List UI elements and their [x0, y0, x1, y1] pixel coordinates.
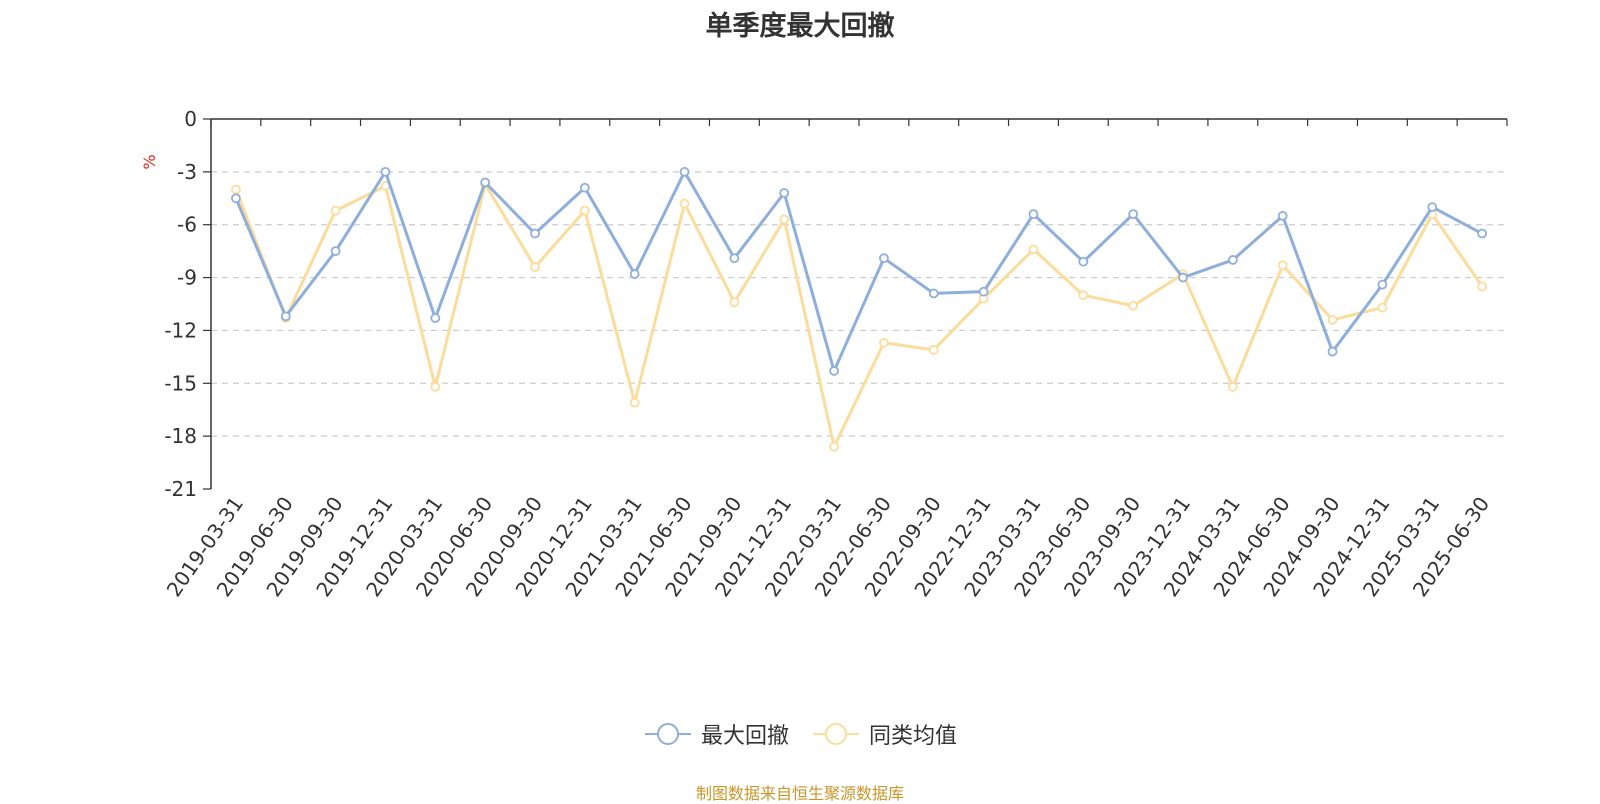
legend-item-0[interactable]: 最大回撤	[643, 718, 789, 750]
y-tick-label: -15	[164, 371, 197, 395]
source-note: 制图数据来自恒生聚源数据库	[695, 784, 904, 803]
data-point	[829, 366, 839, 376]
legend-swatch	[813, 723, 859, 745]
data-point	[779, 214, 790, 225]
data-point	[1078, 256, 1089, 267]
data-point	[430, 313, 441, 323]
data-point	[1277, 260, 1288, 271]
data-point	[928, 288, 939, 299]
legend-item-1[interactable]: 同类均值	[811, 718, 957, 750]
data-point	[629, 269, 640, 279]
data-point	[231, 184, 241, 195]
data-point	[1377, 279, 1388, 290]
gridlines	[211, 171, 1507, 437]
data-point	[779, 188, 790, 198]
data-point	[380, 166, 391, 177]
data-point	[231, 193, 241, 204]
data-point	[430, 381, 441, 392]
y-tick-label: -12	[164, 318, 197, 342]
data-point	[1327, 314, 1338, 325]
data-point	[1477, 228, 1487, 239]
data-point	[330, 246, 341, 257]
data-point	[1178, 272, 1188, 283]
data-point	[330, 205, 341, 216]
data-point	[1427, 202, 1438, 212]
legend: 最大回撤 同类均值	[0, 718, 1600, 750]
data-point	[1028, 244, 1039, 255]
y-axis-unit-label: %	[140, 154, 159, 169]
y-tick-label: -18	[164, 424, 197, 448]
y-tick-label: -9	[177, 266, 197, 290]
axes: 0-3-6-9-12-15-18-212019-03-312019-06-302…	[162, 107, 1508, 601]
data-point	[679, 198, 690, 209]
y-tick-label: 0	[184, 107, 197, 131]
data-point	[1028, 209, 1039, 220]
y-tick-label: -3	[177, 160, 197, 184]
legend-swatch	[644, 723, 691, 745]
legend-label: 同类均值	[869, 724, 958, 749]
data-point	[1078, 290, 1089, 301]
data-point	[530, 262, 540, 272]
data-point	[1277, 211, 1288, 221]
chart-title: 单季度最大回撤	[705, 11, 895, 42]
data-point	[1477, 281, 1487, 292]
legend-label: 最大回撤	[700, 724, 789, 749]
data-point	[1227, 381, 1238, 392]
y-tick-label: -21	[164, 477, 197, 501]
data-point	[879, 337, 889, 348]
data-point	[480, 177, 491, 188]
series-lines	[231, 166, 1487, 452]
data-point	[1327, 346, 1338, 357]
data-point	[1377, 302, 1388, 313]
data-point	[579, 205, 590, 216]
series-line	[234, 170, 1483, 373]
data-point	[530, 228, 540, 239]
data-point	[679, 166, 690, 177]
legend-swatch-marker	[656, 723, 679, 745]
data-point	[280, 311, 291, 322]
series-line	[234, 182, 1484, 449]
data-point	[629, 397, 640, 408]
data-point	[579, 182, 590, 193]
data-point	[829, 441, 839, 452]
legend-swatch-marker	[825, 723, 847, 745]
data-point	[1128, 300, 1139, 311]
data-point	[729, 253, 740, 264]
y-tick-label: -6	[177, 213, 197, 237]
series-0	[231, 166, 1487, 376]
data-point	[729, 297, 740, 308]
data-point	[978, 286, 989, 297]
data-point	[1128, 209, 1139, 220]
data-point	[879, 253, 889, 264]
data-point	[928, 344, 939, 355]
data-point	[1227, 255, 1238, 265]
